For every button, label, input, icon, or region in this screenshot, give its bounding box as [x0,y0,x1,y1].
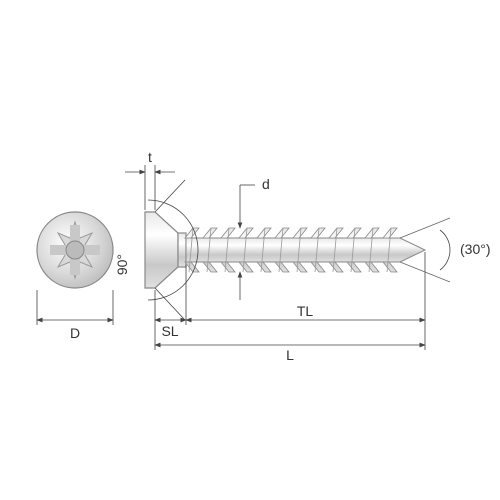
thread-body [185,228,425,272]
label-t: t [148,149,152,165]
label-90: 90° [114,254,130,275]
label-D: D [70,325,80,341]
label-d: d [262,176,270,192]
label-TL: TL [297,303,314,319]
screw-diagram: D t 90° d SL TL L (30°) [0,0,500,500]
front-view [37,212,113,288]
side-view [145,212,425,288]
label-L: L [286,347,294,363]
label-30: (30°) [460,241,491,257]
label-SL: SL [161,323,178,339]
